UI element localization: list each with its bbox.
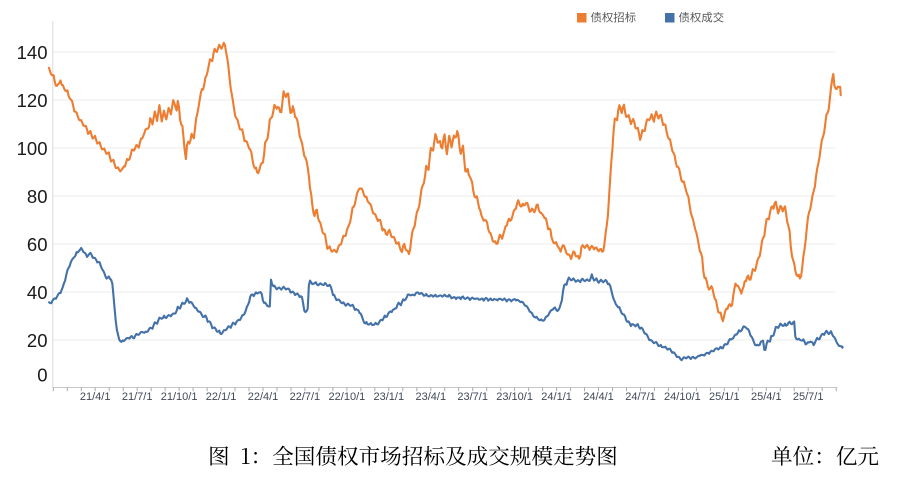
svg-text:23/4/1: 23/4/1: [416, 391, 447, 403]
svg-text:22/4/1: 22/4/1: [248, 391, 279, 403]
svg-text:25/4/1: 25/4/1: [751, 391, 782, 403]
svg-text:25/7/1: 25/7/1: [793, 391, 824, 403]
svg-text:23/10/1: 23/10/1: [496, 391, 533, 403]
svg-text:24/1/1: 24/1/1: [541, 391, 572, 403]
svg-text:22/1/1: 22/1/1: [206, 391, 237, 403]
svg-text:22/10/1: 22/10/1: [329, 391, 366, 403]
svg-text:120: 120: [17, 90, 48, 111]
svg-text:0: 0: [37, 364, 47, 385]
svg-text:23/7/1: 23/7/1: [457, 391, 488, 403]
svg-text:140: 140: [17, 42, 48, 63]
svg-text:21/4/1: 21/4/1: [80, 391, 111, 403]
svg-text:21/7/1: 21/7/1: [122, 391, 153, 403]
svg-text:25/1/1: 25/1/1: [709, 391, 740, 403]
svg-text:24/4/1: 24/4/1: [583, 391, 614, 403]
svg-text:40: 40: [27, 282, 48, 303]
svg-text:20: 20: [27, 330, 48, 351]
svg-text:21/10/1: 21/10/1: [161, 391, 198, 403]
svg-text:22/7/1: 22/7/1: [290, 391, 321, 403]
svg-text:24/10/1: 24/10/1: [664, 391, 701, 403]
svg-text:60: 60: [27, 234, 48, 255]
svg-text:23/1/1: 23/1/1: [374, 391, 405, 403]
svg-text:80: 80: [27, 186, 48, 207]
svg-text:100: 100: [17, 138, 48, 159]
svg-text:24/7/1: 24/7/1: [625, 391, 656, 403]
